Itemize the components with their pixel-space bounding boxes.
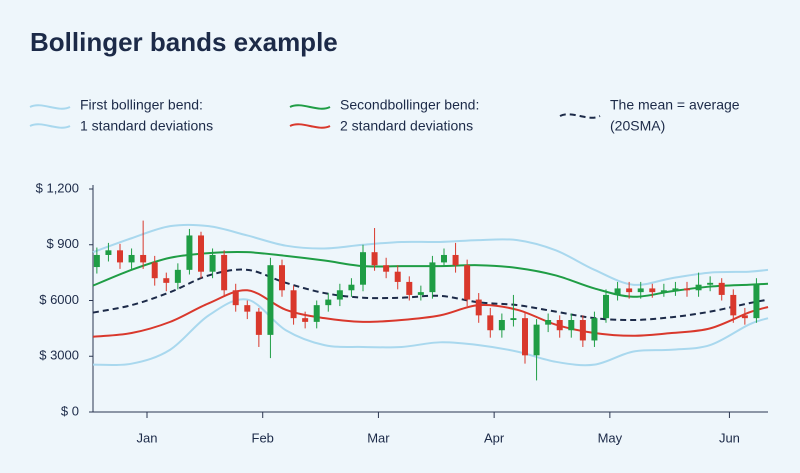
y-tick-label: $ 1,200 <box>36 180 79 195</box>
candle-body <box>707 282 714 285</box>
chart-title: Bollinger bands example <box>30 27 338 57</box>
candle-body <box>290 290 297 319</box>
mean-line <box>92 268 769 322</box>
y-tick-label: $ 0 <box>61 403 79 418</box>
legend-swatch <box>29 123 71 129</box>
candle-body <box>279 265 285 291</box>
candle-body <box>603 294 609 319</box>
candle-body <box>637 288 644 293</box>
candle-body <box>718 282 725 295</box>
band-upper <box>92 223 769 286</box>
candle-body <box>336 290 343 300</box>
x-tick-label: Feb <box>252 430 274 445</box>
candle-body <box>313 305 320 322</box>
candle-body <box>522 318 528 356</box>
y-tick-label: $ 6000 <box>39 292 79 307</box>
candle-body <box>591 318 598 341</box>
legend-label: (20SMA) <box>610 118 665 134</box>
candle-body <box>545 320 552 325</box>
candle-body <box>533 324 540 356</box>
candle-body <box>163 278 170 283</box>
candle-body <box>360 252 366 285</box>
legend-label: Secondbollinger bend: <box>340 97 479 113</box>
candle-body <box>660 290 667 293</box>
candle-body <box>128 254 135 263</box>
legend-label: 2 standard deviations <box>340 118 473 134</box>
x-tick-label: Jan <box>137 430 158 445</box>
band-upper <box>92 251 769 298</box>
candle-body <box>151 262 158 279</box>
candle-body <box>105 250 112 255</box>
candle-body <box>568 320 575 331</box>
candle-body <box>510 318 517 321</box>
candle-body <box>441 254 447 263</box>
y-tick-label: $ 900 <box>46 236 79 251</box>
candle-body <box>371 252 378 266</box>
candle-body <box>741 315 748 319</box>
candle-body <box>429 262 436 293</box>
candle-body <box>348 284 355 291</box>
candle-body <box>498 320 505 331</box>
candle-body <box>684 288 690 291</box>
x-tick-label: Jun <box>719 430 740 445</box>
candle-body <box>93 254 100 268</box>
candle-body <box>626 288 633 293</box>
legend-swatch <box>29 104 71 110</box>
candle-body <box>209 254 216 272</box>
legend-label: The mean = average <box>610 97 740 113</box>
candle-body <box>302 318 309 322</box>
x-tick-label: Apr <box>484 430 505 445</box>
candle-body <box>140 254 147 263</box>
candle-body <box>695 284 702 291</box>
candle-body <box>475 299 482 316</box>
candle-body <box>232 290 239 306</box>
candle-body <box>174 269 181 283</box>
candle-body <box>649 288 656 293</box>
candle-body <box>244 305 251 312</box>
candle-body <box>672 288 679 291</box>
legend-swatch <box>559 113 601 119</box>
band-lower <box>92 298 769 367</box>
candle-body <box>730 294 737 316</box>
candle-body <box>487 315 494 331</box>
candle-body <box>614 288 621 295</box>
candle-body <box>117 250 123 263</box>
legend-label: First bollinger bend: <box>80 97 203 113</box>
x-tick-label: Mar <box>367 430 390 445</box>
candle-body <box>406 281 413 295</box>
candle-body <box>452 254 459 266</box>
candle-body <box>186 235 193 270</box>
legend-swatch <box>289 123 331 129</box>
legend-label: 1 standard deviations <box>80 118 213 134</box>
candle-body <box>383 265 390 272</box>
candle-body <box>221 254 228 291</box>
candle-body <box>753 284 760 319</box>
y-tick-label: $ 3000 <box>39 348 79 363</box>
band-lower <box>92 289 769 338</box>
candle-body <box>325 299 332 306</box>
candle-body <box>417 292 424 295</box>
candle-body <box>198 235 204 272</box>
candle-body <box>579 320 586 341</box>
candle-body <box>267 265 274 335</box>
x-tick-label: May <box>598 430 623 445</box>
legend-swatch <box>289 104 331 110</box>
candle-body <box>464 265 471 300</box>
candle-body <box>394 271 401 282</box>
candle-body <box>255 311 262 335</box>
candle-body <box>556 320 563 331</box>
